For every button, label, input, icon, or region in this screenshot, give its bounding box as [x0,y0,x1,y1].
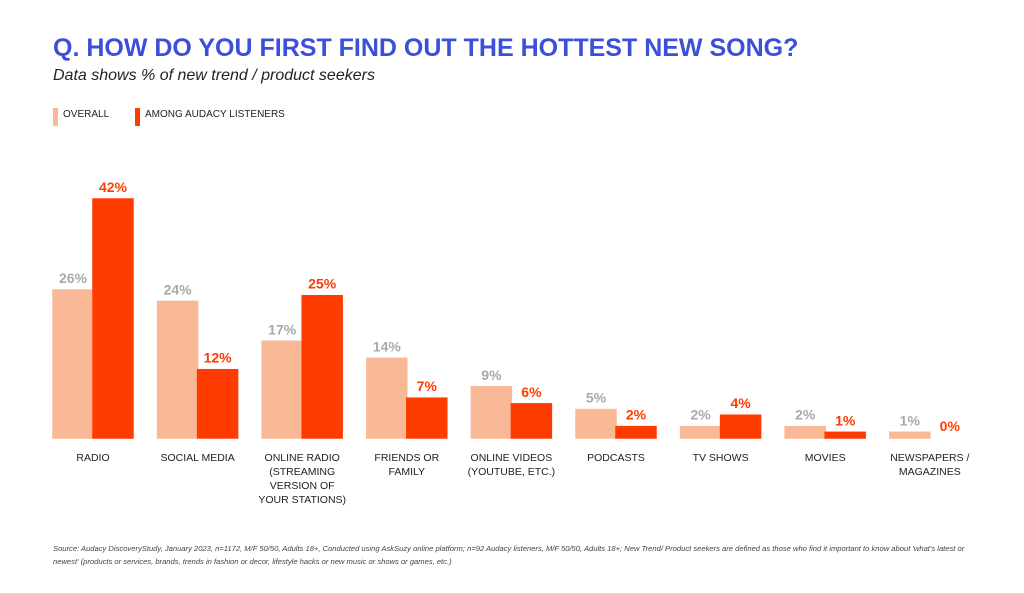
x-tick-label: MOVIES [804,452,846,464]
value-label: 2% [795,407,816,423]
bar [615,425,657,439]
value-label: 24% [164,281,193,297]
bar [406,397,448,439]
legend-swatch [53,108,58,126]
legend-label: AMONG AUDACY LISTENERS [145,109,285,120]
x-tick-label: ONLINE VIDEOS (YOUTUBE, ETC.) [467,452,556,478]
value-label: 6% [521,384,542,400]
x-tick-label: NEWSPAPERS / MAGAZINES [890,452,970,478]
bar [52,289,94,439]
bar [824,431,866,439]
bar [92,198,134,439]
value-label: 5% [586,390,607,406]
value-label: 14% [373,338,402,354]
bar [889,431,931,439]
bar [261,340,303,439]
value-label: 2% [626,407,647,423]
value-label: 1% [835,412,856,428]
value-label: 0% [940,418,961,434]
value-label: 7% [417,378,438,394]
value-label: 1% [900,412,921,428]
bar [575,408,617,439]
value-label: 4% [730,395,751,411]
bar [301,294,343,439]
bar [196,368,239,439]
bar [156,300,199,439]
chart-subtitle: Data shows % of new trend / product seek… [53,67,375,84]
value-label: 17% [268,321,297,337]
value-label: 12% [204,350,233,366]
x-tick-label: FRIENDS OR FAMILY [374,452,440,478]
bar [784,425,826,439]
x-tick-label: RADIO [76,452,110,464]
x-tick-label: TV SHOWS [692,452,749,464]
value-label: 2% [690,407,711,423]
bar [366,357,408,439]
legend-swatch [135,108,140,126]
legend-label: OVERALL [63,109,110,120]
bar [719,414,762,439]
bar [679,425,722,439]
x-tick-label: SOCIAL MEDIA [160,452,235,464]
source-note: Source: Audacy DiscoveryStudy, January 2… [53,544,965,566]
value-label: 9% [481,367,502,383]
bar [470,386,513,439]
x-tick-label: PODCASTS [587,452,645,464]
value-label: 26% [59,270,88,286]
value-label: 25% [308,276,337,292]
value-label: 42% [99,179,128,195]
bar [510,403,553,439]
x-tick-label: ONLINE RADIO (STREAMING VERSION OF YOUR … [258,452,347,506]
chart-title: Q. HOW DO YOU FIRST FIND OUT THE HOTTEST… [53,34,799,62]
